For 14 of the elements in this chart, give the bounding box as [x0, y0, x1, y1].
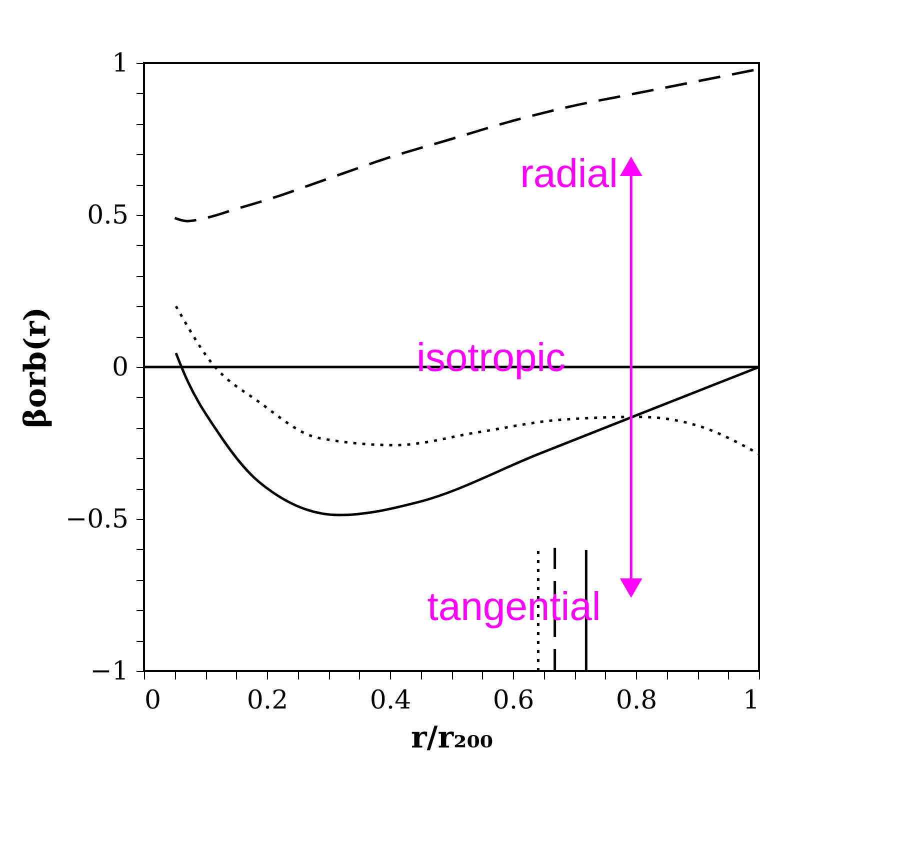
x-tick-label: 1	[742, 686, 760, 716]
y-tick-label: 0.5	[87, 200, 128, 230]
x-tick-label: 0.6	[492, 686, 534, 716]
y-tick-label: −1	[90, 656, 128, 686]
x-tick-label: 0.4	[370, 686, 412, 716]
y-tick-label: 0	[112, 352, 128, 382]
y-axis-title: βorb(r)	[18, 307, 54, 428]
x-tick-label: 0.2	[246, 686, 288, 716]
x-axis-title: r/r₂₀₀	[411, 720, 493, 756]
y-tick-label: −0.5	[65, 504, 128, 534]
x-tick-label: 0.8	[616, 686, 658, 716]
annotation: radial	[520, 152, 618, 196]
x-tick-label: 0	[144, 686, 162, 716]
y-tick-label: 1	[112, 48, 128, 78]
